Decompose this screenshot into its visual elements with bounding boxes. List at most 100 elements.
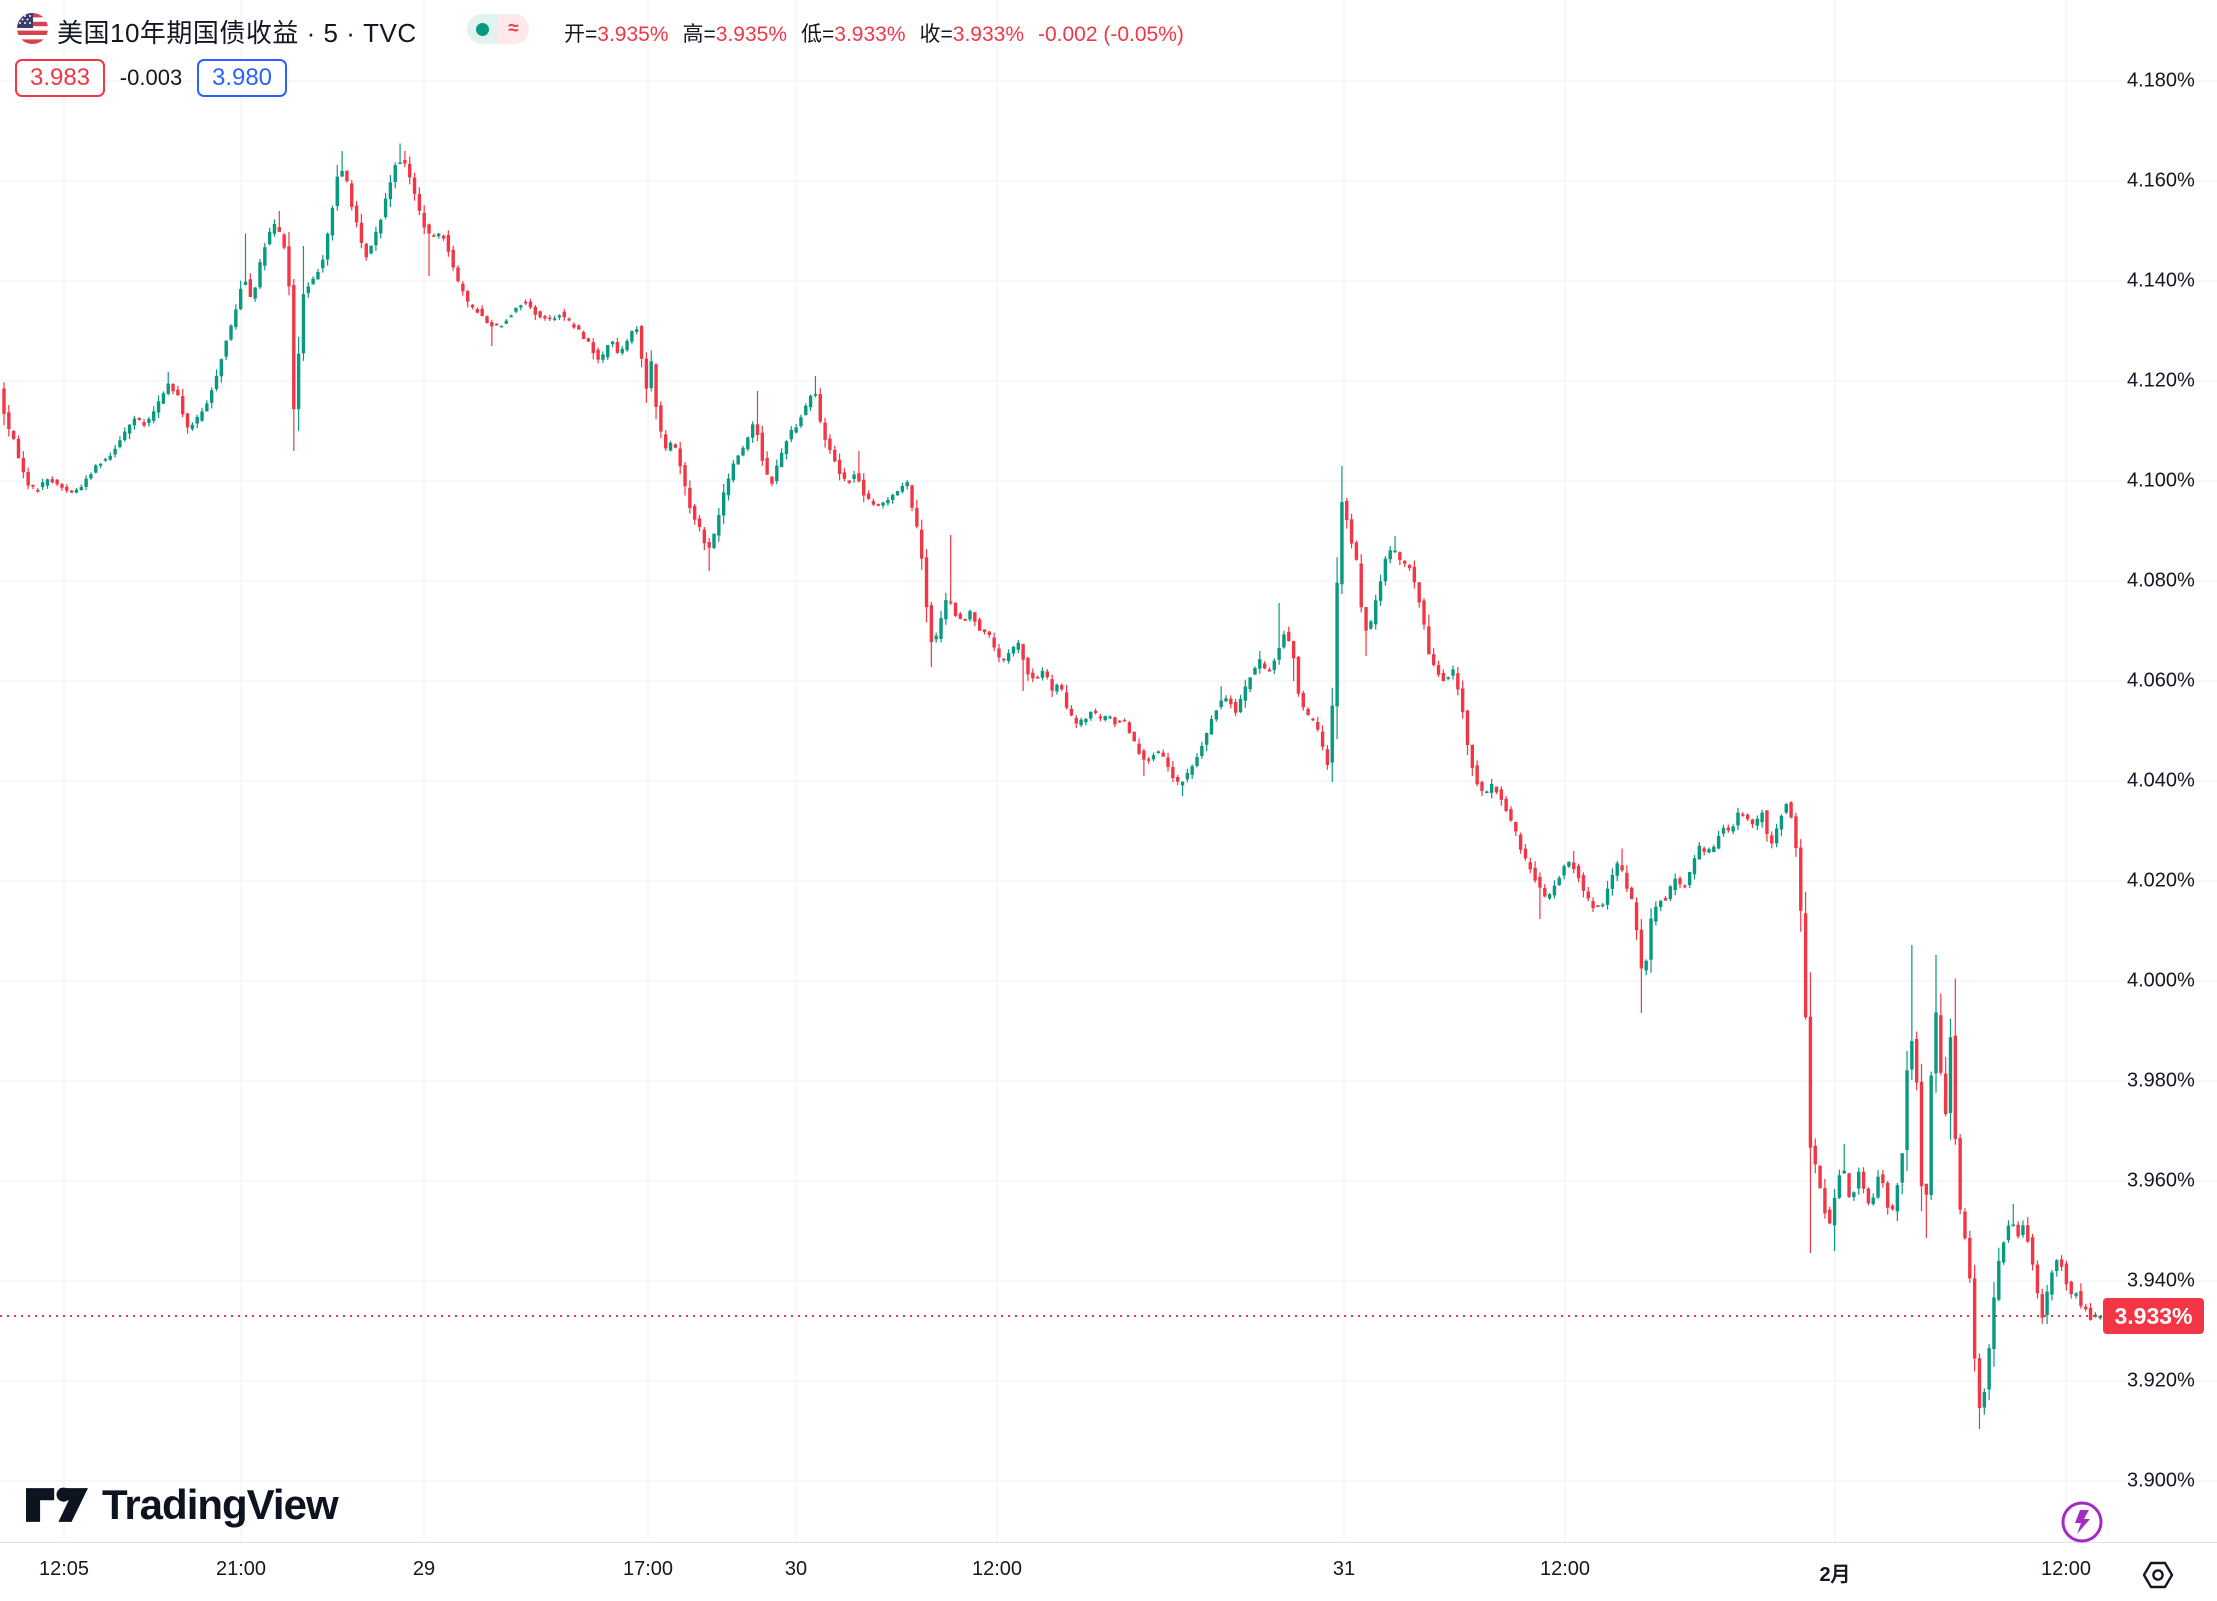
candle-body — [610, 341, 615, 345]
symbol-title[interactable]: 美国10年期国债收益 · 5 · TVC — [57, 18, 417, 48]
candle-body — [1026, 657, 1030, 675]
candle-body — [1987, 1348, 1991, 1390]
candle-body — [1243, 686, 1248, 701]
candle-body — [345, 170, 349, 182]
sell-price-button[interactable]: 3.983 — [15, 59, 105, 97]
candle-body — [11, 431, 16, 439]
candle-body — [1258, 659, 1262, 669]
candle-body — [2035, 1264, 2040, 1294]
candle-body — [485, 316, 489, 323]
candle-body — [1861, 1171, 1866, 1189]
candle-body — [581, 332, 586, 339]
candle-body — [94, 465, 98, 473]
candle-body — [292, 285, 296, 410]
candle-body — [2069, 1281, 2073, 1295]
candle-body — [1035, 676, 1040, 679]
candle-body — [1224, 698, 1228, 702]
candle-body — [828, 438, 832, 450]
candle-body — [123, 431, 127, 441]
candle-body — [1765, 810, 1769, 835]
series-dot-badge[interactable] — [467, 14, 498, 44]
candle-body — [673, 444, 678, 448]
candle-body — [1895, 1185, 1900, 1212]
candle-body — [1291, 641, 1296, 659]
candle-body — [876, 504, 880, 506]
candle-body — [1543, 888, 1547, 897]
candle-body — [1011, 646, 1016, 654]
candle-body — [1823, 1188, 1827, 1214]
candle-body — [707, 541, 711, 548]
instant-trading-button[interactable] — [2061, 1501, 2103, 1543]
candle-body — [1427, 626, 1431, 655]
candle-body — [837, 459, 842, 474]
candle-body — [900, 485, 905, 492]
tradingview-mark-icon — [26, 1487, 88, 1522]
candle-body — [441, 235, 446, 239]
candle-body — [1431, 654, 1436, 666]
candle-body — [1451, 669, 1455, 676]
candle-body — [639, 326, 644, 359]
candle-body — [408, 163, 412, 178]
candle-body — [388, 182, 393, 200]
candle-body — [195, 416, 199, 424]
candle-body — [1586, 891, 1590, 899]
current-price-label: 3.933% — [2103, 1298, 2204, 1334]
candle-body — [1881, 1174, 1885, 1184]
candle-body — [683, 465, 687, 487]
candle-body — [1248, 677, 1252, 690]
series-style-badge[interactable]: ≈ — [467, 14, 529, 44]
candle-body — [939, 618, 943, 639]
candle-body — [1745, 814, 1750, 820]
candle-body — [514, 307, 518, 312]
candle-body — [1605, 888, 1610, 905]
candle-body — [1601, 904, 1605, 907]
candle-body — [808, 395, 813, 408]
candle-body — [915, 507, 919, 527]
axis-settings-button[interactable] — [2142, 1560, 2174, 1590]
candle-body — [1127, 722, 1132, 733]
candle-body — [977, 619, 982, 631]
candle-body — [16, 438, 21, 459]
candle-body — [1794, 816, 1798, 849]
candle-body — [21, 458, 26, 473]
candle-body — [688, 487, 692, 509]
candle-body — [127, 424, 132, 434]
candle-body — [1064, 692, 1069, 708]
candle-body — [620, 348, 624, 353]
buy-price-button[interactable]: 3.980 — [197, 59, 287, 97]
candle-body — [1808, 1016, 1813, 1148]
candle-body — [1079, 719, 1083, 726]
candle-body — [1325, 749, 1330, 766]
candle-body — [1654, 906, 1658, 922]
candle-body — [577, 325, 581, 330]
candle-body — [1533, 867, 1537, 881]
candle-body — [857, 473, 861, 482]
candle-body — [1016, 642, 1020, 650]
tradingview-logo[interactable]: TradingView — [26, 1481, 339, 1529]
candle-body — [2084, 1306, 2088, 1310]
candle-series — [2, 143, 2107, 1429]
candle-body — [1649, 918, 1653, 960]
candle-body — [113, 448, 117, 455]
candle-body — [1523, 848, 1528, 859]
approx-badge[interactable]: ≈ — [498, 14, 529, 44]
candle-body — [1610, 874, 1615, 889]
candle-body — [1982, 1391, 1986, 1408]
candle-body — [185, 413, 190, 428]
candle-body — [934, 635, 938, 640]
candle-body — [364, 243, 368, 258]
candle-body — [1093, 710, 1098, 713]
candle-body — [89, 474, 93, 479]
candle-body — [1306, 709, 1310, 715]
candle-body — [1137, 743, 1141, 754]
candle-body — [1774, 828, 1779, 844]
candle-body — [630, 330, 634, 342]
candle-body — [1929, 1075, 1933, 1195]
candle-body — [1369, 621, 1373, 629]
candle-body — [668, 442, 673, 451]
candle-body — [296, 353, 301, 410]
candle-body — [731, 463, 736, 481]
candle-body — [1953, 1035, 1958, 1139]
candle-body — [1349, 519, 1354, 544]
